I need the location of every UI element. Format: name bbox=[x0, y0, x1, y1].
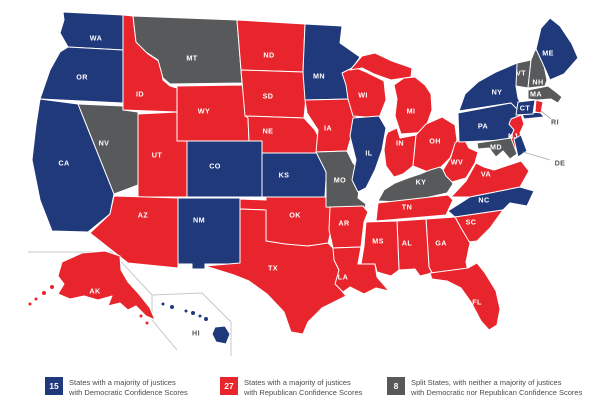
state-label-ND: ND bbox=[263, 51, 274, 60]
state-WV bbox=[442, 136, 479, 183]
state-label-OR: OR bbox=[76, 73, 88, 82]
state-label-TN: TN bbox=[402, 203, 412, 212]
state-CO bbox=[186, 140, 263, 198]
state-IN bbox=[383, 127, 417, 178]
state-label-VT: VT bbox=[516, 69, 526, 78]
state-label-MI: MI bbox=[407, 107, 416, 116]
state-label-UT: UT bbox=[152, 151, 163, 160]
state-label-VA: VA bbox=[481, 170, 491, 179]
state-MI bbox=[349, 52, 433, 135]
state-label-DE: DE bbox=[555, 159, 566, 168]
state-label-CT: CT bbox=[520, 104, 531, 113]
state-label-AR: AR bbox=[338, 219, 350, 228]
state-label-RI: RI bbox=[551, 118, 559, 127]
states-layer bbox=[28, 11, 579, 345]
state-AL bbox=[396, 218, 433, 277]
state-label-AK: AK bbox=[89, 287, 101, 296]
state-label-AL: AL bbox=[402, 239, 413, 248]
state-label-SD: SD bbox=[263, 92, 274, 101]
state-MD bbox=[476, 137, 518, 160]
state-NM bbox=[177, 197, 241, 270]
legend-item-split: 8 Split States, with neither a majority … bbox=[387, 377, 582, 397]
state-IL bbox=[349, 115, 387, 193]
legend-count-split: 8 bbox=[393, 381, 399, 391]
legend-label-republican: States with a majority of justices with … bbox=[244, 378, 363, 397]
state-label-MN: MN bbox=[313, 72, 325, 81]
state-label-OK: OK bbox=[289, 211, 301, 220]
state-label-IL: IL bbox=[365, 149, 372, 158]
state-WA bbox=[59, 11, 124, 51]
callout-line-RI bbox=[540, 110, 552, 120]
state-label-NJ: NJ bbox=[508, 132, 518, 141]
state-label-NY: NY bbox=[492, 88, 503, 97]
state-TN bbox=[375, 194, 454, 222]
legend-swatch-republican: 27 bbox=[220, 377, 238, 395]
state-MA bbox=[527, 85, 563, 104]
state-AR bbox=[328, 205, 369, 249]
legend-swatch-split: 8 bbox=[387, 377, 405, 395]
state-label-MA: MA bbox=[530, 90, 542, 99]
state-CT bbox=[515, 99, 536, 116]
state-label-WI: WI bbox=[358, 91, 368, 100]
legend: 15 States with a majority of justices wi… bbox=[0, 377, 600, 401]
state-label-PA: PA bbox=[478, 122, 488, 131]
state-label-NH: NH bbox=[532, 78, 543, 87]
state-DE bbox=[513, 134, 528, 158]
state-label-MS: MS bbox=[372, 237, 384, 246]
state-ME bbox=[535, 17, 579, 81]
state-labels-layer: WA OR CA NV ID MT WY UT CO AZ NM ND SD NE KS OK TX MN IA MO… bbox=[58, 34, 565, 338]
state-SD bbox=[240, 69, 308, 119]
state-label-NM: NM bbox=[193, 216, 205, 225]
state-label-WY: WY bbox=[198, 107, 210, 116]
legend-item-democratic: 15 States with a majority of justices wi… bbox=[45, 377, 188, 397]
state-FL bbox=[429, 262, 501, 331]
legend-label-split: Split States, with neither a majority of… bbox=[411, 378, 583, 397]
state-label-HI: HI bbox=[192, 329, 200, 338]
state-label-GA: GA bbox=[435, 239, 447, 248]
state-label-SC: SC bbox=[466, 218, 477, 227]
state-WY bbox=[176, 84, 250, 142]
state-ND bbox=[236, 19, 306, 73]
state-HI bbox=[161, 302, 231, 345]
state-label-ID: ID bbox=[136, 90, 144, 99]
state-label-NE: NE bbox=[263, 127, 274, 136]
state-label-TX: TX bbox=[268, 264, 278, 273]
state-label-NC: NC bbox=[478, 196, 489, 205]
state-label-WV: WV bbox=[451, 158, 463, 167]
state-MO bbox=[315, 150, 367, 212]
state-label-FL: FL bbox=[472, 298, 482, 307]
state-MS bbox=[360, 220, 400, 277]
state-label-MD: MD bbox=[490, 143, 502, 152]
state-label-CA: CA bbox=[58, 159, 69, 168]
state-label-KS: KS bbox=[279, 171, 290, 180]
state-label-AZ: AZ bbox=[138, 211, 149, 220]
state-label-MO: MO bbox=[334, 176, 346, 185]
state-label-OH: OH bbox=[429, 137, 441, 146]
state-label-IN: IN bbox=[396, 139, 404, 148]
state-label-MT: MT bbox=[186, 54, 197, 63]
legend-item-republican: 27 States with a majority of justices wi… bbox=[220, 377, 362, 397]
state-RI bbox=[534, 99, 544, 114]
legend-swatch-democratic: 15 bbox=[45, 377, 63, 395]
inset-boundaries bbox=[28, 251, 232, 356]
state-label-LA: LA bbox=[338, 273, 348, 282]
state-label-CO: CO bbox=[209, 162, 221, 171]
state-WI bbox=[341, 66, 387, 119]
legend-label-democratic: States with a majority of justices with … bbox=[69, 378, 188, 397]
state-label-ME: ME bbox=[542, 49, 554, 58]
callout-line-DE bbox=[522, 151, 551, 161]
state-label-NV: NV bbox=[99, 139, 110, 148]
legend-count-republican: 27 bbox=[224, 381, 234, 391]
state-label-IA: IA bbox=[324, 124, 332, 133]
state-TX bbox=[204, 208, 347, 335]
state-KS bbox=[261, 152, 328, 198]
hawaii-inset-boundary bbox=[151, 292, 232, 356]
state-AK bbox=[28, 250, 156, 325]
state-label-WA: WA bbox=[90, 34, 102, 43]
state-label-KY: KY bbox=[416, 178, 427, 187]
legend-count-democratic: 15 bbox=[49, 381, 59, 391]
